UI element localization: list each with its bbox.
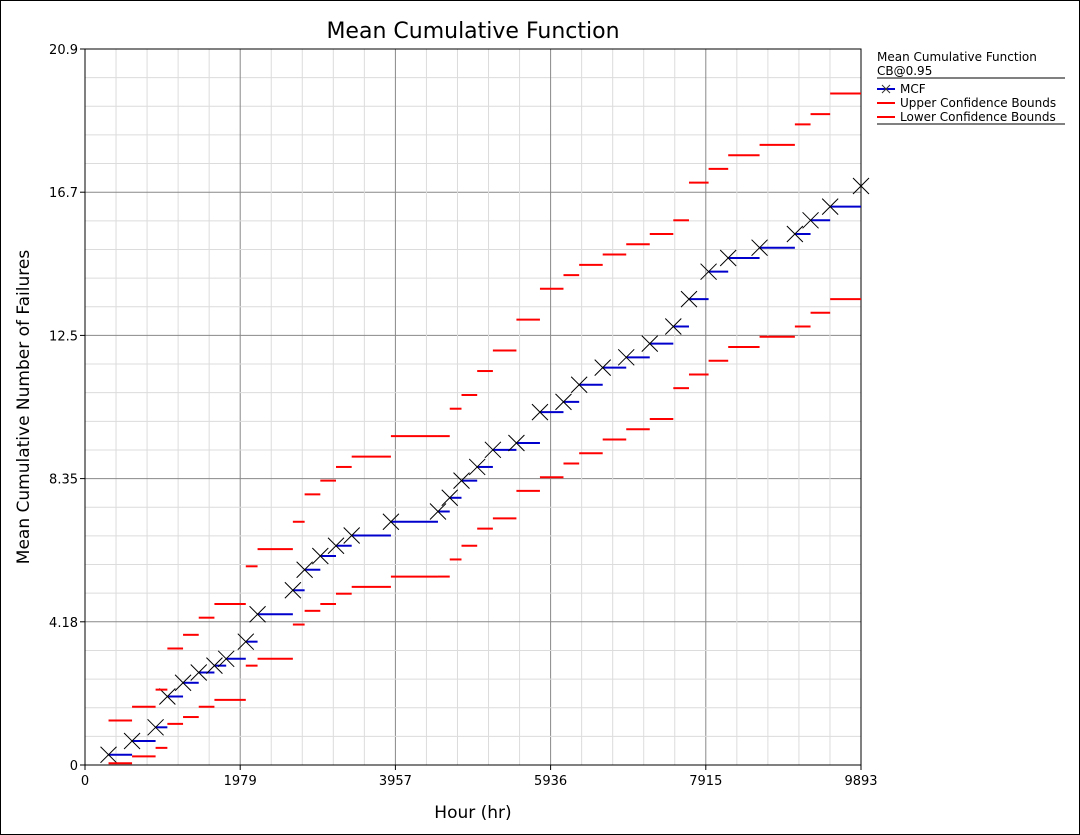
mcf-failure-marker — [852, 177, 870, 195]
mcf-failure-marker — [327, 537, 345, 555]
mcf-failure-marker — [123, 732, 141, 750]
mcf-failure-marker — [190, 664, 208, 681]
mcf-failure-marker — [786, 225, 804, 243]
mcf-failure-marker — [700, 263, 717, 281]
y-tick-label: 4.18 — [49, 616, 78, 631]
mcf-failure-marker — [664, 318, 682, 335]
y-axis-title: Mean Cumulative Number of Failures — [14, 250, 34, 565]
mcf-failure-marker — [382, 513, 400, 531]
y-tick-label: 20.9 — [49, 43, 78, 58]
y-tick-label: 8.35 — [49, 473, 78, 488]
mcf-failure-marker — [206, 657, 223, 675]
mcf-failure-marker — [680, 290, 698, 308]
mcf-failure-marker — [641, 335, 659, 352]
mcf-failure-marker — [343, 527, 361, 544]
x-tick-label: 9893 — [844, 774, 877, 789]
mcf-failure-marker — [531, 403, 549, 421]
legend-title: Mean Cumulative Function — [877, 50, 1037, 64]
mcf-failure-marker — [100, 746, 117, 764]
mcf-failure-marker — [617, 348, 635, 366]
mcf-failure-marker — [311, 547, 329, 565]
plot-area — [84, 48, 862, 766]
legend-upper-label: Upper Confidence Bounds — [900, 96, 1056, 110]
mcf-failure-marker — [453, 472, 470, 490]
mcf-failure-marker — [174, 674, 192, 692]
y-tick-label: 12.5 — [49, 329, 78, 344]
y-tick-label: 16.7 — [49, 186, 78, 201]
legend: Mean Cumulative Function CB@0.95 MCF Upp… — [877, 50, 1065, 125]
mcf-failure-marker — [751, 239, 768, 257]
mcf-failure-marker — [508, 434, 525, 452]
chart-title: Mean Cumulative Function — [326, 19, 619, 44]
mcf-failure-marker — [719, 249, 737, 267]
series-upper-bound — [108, 92, 861, 722]
series-lower-bound — [108, 298, 861, 765]
mcf-failure-marker — [159, 688, 176, 705]
x-axis-ticks: 0 1979 3957 5936 7915 9893 — [81, 765, 878, 789]
y-axis-ticks: 0 4.18 8.35 12.5 16.7 20.9 — [49, 43, 85, 774]
mcf-failure-marker — [821, 198, 839, 215]
mcf-failure-marker — [468, 458, 486, 476]
x-tick-label: 5936 — [534, 774, 567, 789]
legend-lower-label: Lower Confidence Bounds — [900, 110, 1056, 124]
mcf-failure-marker — [429, 503, 447, 520]
legend-subtitle: CB@0.95 — [877, 64, 932, 78]
x-tick-label: 3957 — [379, 774, 412, 789]
mcf-failure-marker — [249, 605, 266, 623]
series-layer — [100, 92, 870, 765]
mcf-failure-marker — [147, 718, 164, 736]
x-tick-label: 0 — [81, 774, 89, 789]
y-tick-label: 0 — [70, 759, 78, 774]
legend-mcf-label: MCF — [900, 82, 926, 96]
mcf-failure-marker — [296, 561, 313, 579]
x-tick-label: 1979 — [224, 774, 257, 789]
mcf-failure-marker — [555, 393, 572, 411]
legend-mcf-marker-icon — [881, 84, 891, 94]
mcf-failure-marker — [484, 441, 502, 459]
mcf-failure-marker — [217, 650, 235, 668]
mcf-failure-marker — [594, 359, 612, 376]
series-mcf — [100, 177, 870, 764]
x-tick-label: 7915 — [689, 774, 722, 789]
mcf-failure-marker — [802, 211, 819, 229]
x-axis-title: Hour (hr) — [434, 803, 511, 823]
mcf-failure-marker — [284, 581, 302, 599]
mcf-failure-marker — [237, 633, 255, 651]
mcf-failure-marker — [570, 376, 588, 394]
mcf-failure-marker — [441, 489, 459, 507]
grid — [84, 48, 862, 766]
